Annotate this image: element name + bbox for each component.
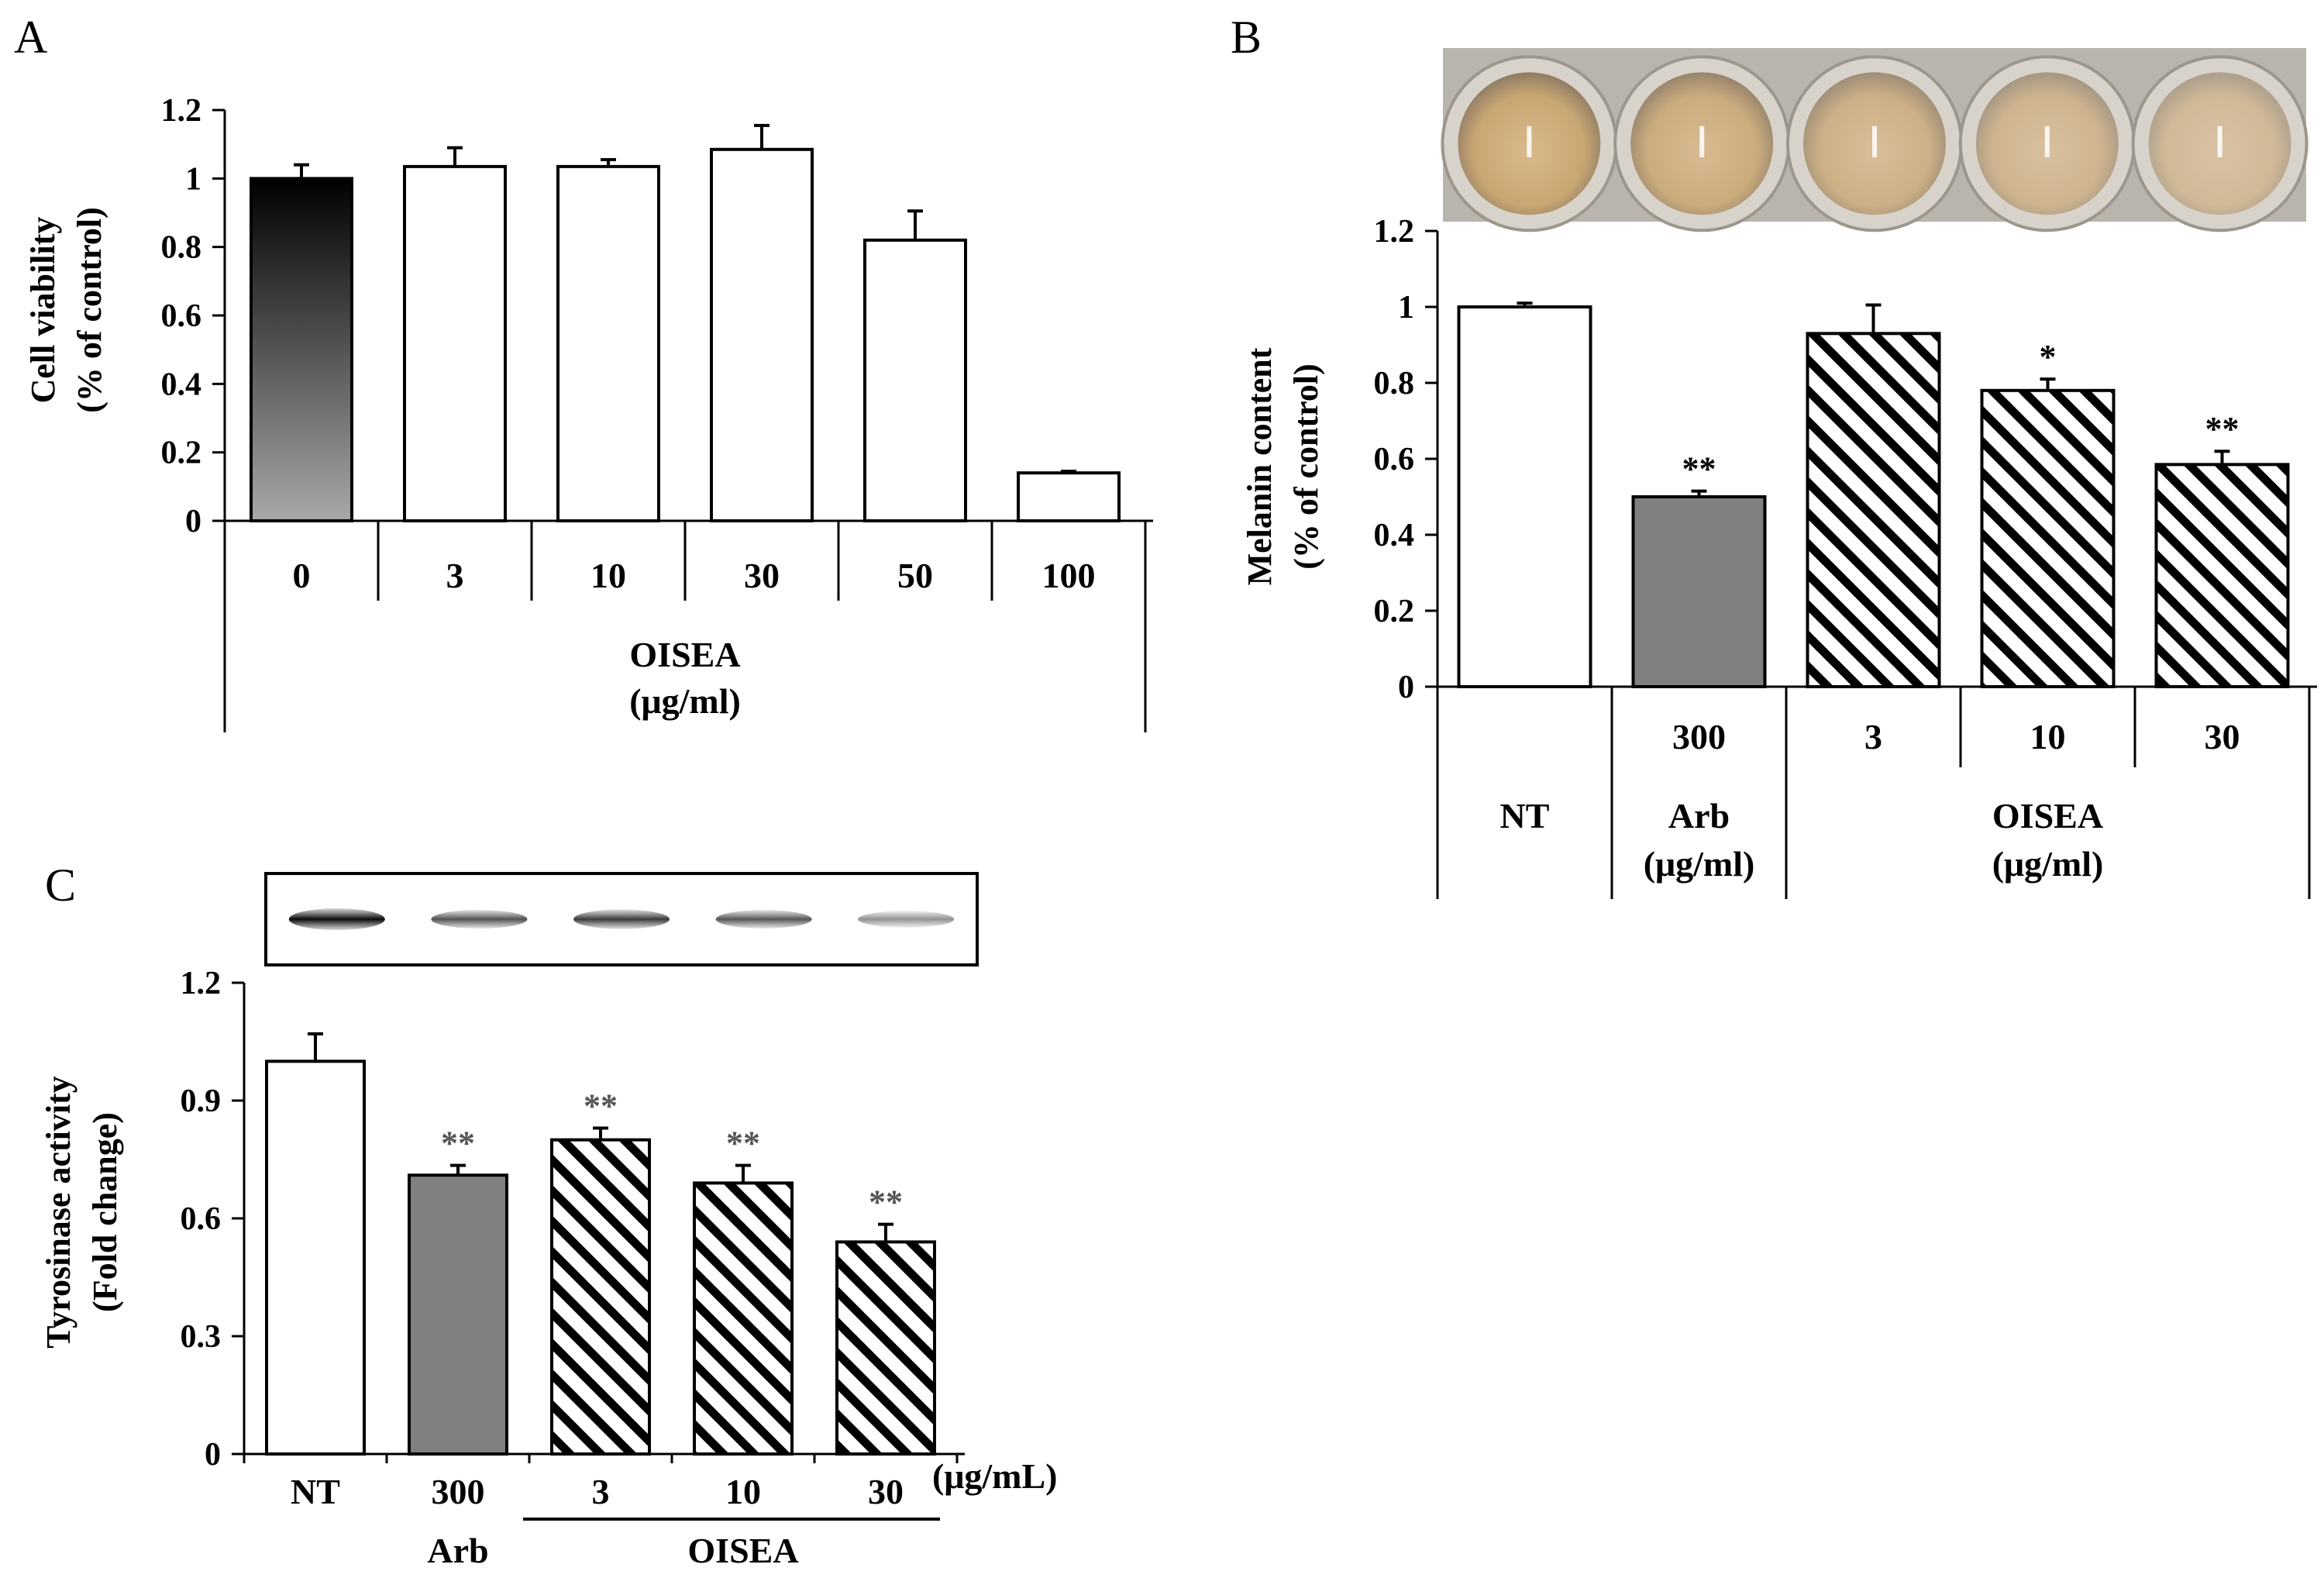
group-label: OISEA (1992, 796, 2103, 836)
y-tick-label: 1 (1398, 290, 1414, 326)
y-tick-label: 0.8 (1374, 366, 1415, 401)
panel-letter-a: A (14, 12, 47, 63)
x-tick-label: 3 (446, 556, 464, 595)
y-tick-label: 0 (205, 1437, 221, 1473)
blot-band (573, 909, 670, 929)
y-tick-label: 0.4 (161, 367, 202, 402)
blot-band (288, 908, 385, 930)
chart-tyrosinase-activity: 0 0.3 0.6 0.9 1.2 Tyrosinase activity (Fold ch… (40, 966, 1058, 1570)
x-tick-label: 300 (432, 1472, 485, 1511)
y-axis-label: Tyrosinase activity (40, 1076, 77, 1349)
y-axis-label: Cell viability (24, 217, 62, 404)
panel-letter-b: B (1231, 12, 1262, 63)
y-tick-label: 1.2 (181, 966, 222, 1001)
chart-melanin-content: 0 0.2 0.4 0.6 0.8 1 1.2 Melanin content (% of co… (1241, 214, 2317, 899)
x-tick-label: 10 (2030, 717, 2066, 756)
bar (556, 164, 660, 522)
y-tick-label: 0 (185, 504, 201, 539)
significance-marker: ** (1682, 450, 1716, 488)
y-tick-label: 1 (185, 161, 201, 197)
y-tick-label: 0.6 (181, 1201, 222, 1237)
y-tick-label: 0.2 (1374, 594, 1415, 629)
y-axis-label: (% of control) (71, 207, 108, 413)
well-highlight (2217, 126, 2222, 157)
x-tick-label: 0 (293, 556, 311, 595)
blot-band (858, 911, 955, 928)
blot-band (715, 910, 812, 929)
bar (1806, 332, 1941, 688)
x-tick-label: 30 (2205, 717, 2240, 756)
x-tick-label: 30 (868, 1472, 904, 1511)
group-label: Arb (427, 1531, 488, 1570)
x-tick-label: 100 (1042, 556, 1096, 595)
y-tick-label: 0.2 (161, 436, 202, 471)
bar (550, 1138, 651, 1456)
significance-marker: ** (441, 1125, 475, 1163)
y-tick-label: 0.6 (161, 298, 202, 334)
y-axis-label: (% of control) (1287, 363, 1325, 570)
bar (1631, 495, 1767, 688)
x-tick-label: 50 (897, 556, 933, 595)
well-highlight (2044, 126, 2050, 157)
y-tick-label: 0.8 (161, 230, 202, 266)
group-label: NT (1500, 796, 1550, 836)
y-tick-label: 1.2 (1374, 214, 1415, 250)
y-tick-label: 0 (1398, 670, 1414, 705)
bar (408, 1173, 508, 1456)
bar (2154, 463, 2290, 688)
well-highlight (1872, 126, 1877, 157)
y-tick-label: 1.2 (161, 93, 202, 129)
western-blot (264, 872, 979, 966)
y-axis-label: (Fold change) (86, 1112, 124, 1312)
significance-marker: ** (726, 1125, 760, 1163)
significance-marker: ** (2205, 410, 2240, 448)
bar (1980, 388, 2116, 688)
bar (710, 147, 814, 523)
bar (693, 1181, 794, 1456)
y-tick-label: 0.6 (1374, 442, 1415, 477)
well-highlight (1699, 126, 1705, 157)
bar (1457, 305, 1592, 688)
group-label: (μg/ml) (1992, 844, 2104, 884)
bar (863, 238, 967, 522)
group-label: (μg/ml) (629, 681, 741, 721)
x-tick-label: NT (291, 1472, 340, 1511)
x-tick-label: 10 (725, 1472, 761, 1511)
significance-marker: ** (584, 1087, 618, 1125)
group-label: OISEA (629, 635, 740, 674)
x-tick-label: 3 (592, 1472, 610, 1511)
x-tick-label: 3 (1864, 717, 1882, 756)
unit-label: (μg/mL) (932, 1456, 1058, 1496)
panel-letter-c: C (45, 860, 76, 911)
bar (403, 164, 507, 522)
y-tick-label: 0.9 (181, 1084, 222, 1119)
y-tick-label: 0.4 (1374, 518, 1415, 553)
blot-band (431, 910, 528, 929)
y-axis-label: Melanin content (1241, 347, 1279, 585)
group-label: OISEA (687, 1531, 798, 1570)
significance-marker: ** (869, 1184, 903, 1221)
y-tick-label: 0.3 (181, 1319, 222, 1355)
significance-marker: * (2040, 338, 2057, 376)
x-tick-label: 10 (590, 556, 626, 595)
bar (265, 1059, 366, 1456)
group-label: Arb (1668, 796, 1730, 836)
melanin-wells-photo (1441, 48, 2309, 233)
bar (250, 177, 353, 522)
group-label: (μg/ml) (1644, 844, 1755, 884)
well-highlight (1527, 126, 1532, 157)
chart-cell-viability: 0 0.2 0.4 0.6 0.8 1 1.2 Cell viability (% of con… (24, 93, 1153, 732)
bar (1017, 471, 1121, 523)
x-tick-label: 300 (1672, 717, 1726, 756)
x-tick-label: 30 (744, 556, 780, 595)
bar (835, 1240, 936, 1456)
